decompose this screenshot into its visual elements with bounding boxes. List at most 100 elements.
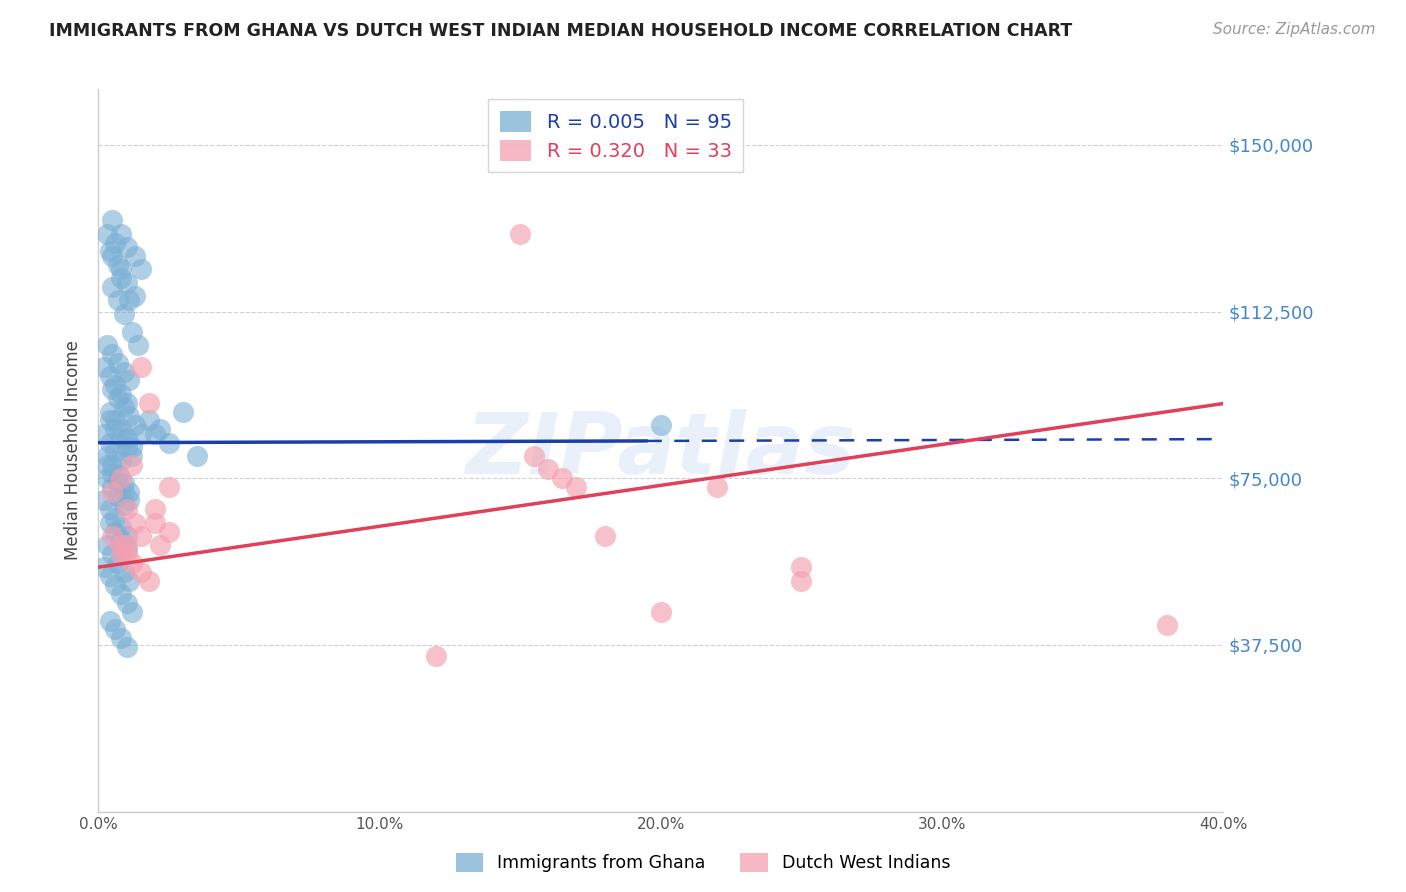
Point [107, 489, 129, 503]
Point [101, 547, 124, 561]
Point [107, 293, 129, 308]
Point [96, 471, 118, 485]
Point [93, 493, 115, 508]
Point [124, 289, 146, 303]
Point [104, 511, 127, 525]
Point [149, 422, 172, 436]
Point [121, 449, 143, 463]
Point [143, 502, 166, 516]
Text: IMMIGRANTS FROM GHANA VS DUTCH WEST INDIAN MEDIAN HOUSEHOLD INCOME CORRELATION C: IMMIGRANTS FROM GHANA VS DUTCH WEST INDI… [49, 22, 1073, 40]
Point [98, 516, 121, 530]
Point [112, 475, 135, 490]
Point [96, 227, 118, 241]
Point [104, 422, 127, 436]
Point [107, 556, 129, 570]
Point [112, 400, 135, 414]
Point [96, 449, 118, 463]
Point [124, 417, 146, 432]
Point [129, 262, 152, 277]
Point [115, 547, 138, 561]
Point [110, 520, 132, 534]
Point [110, 533, 132, 548]
Point [110, 271, 132, 285]
Point [115, 542, 138, 557]
Point [110, 453, 132, 467]
Point [110, 431, 132, 445]
Point [101, 382, 124, 396]
Point [115, 538, 138, 552]
Point [101, 458, 124, 472]
Point [101, 480, 124, 494]
Point [115, 276, 138, 290]
Text: Source: ZipAtlas.com: Source: ZipAtlas.com [1212, 22, 1375, 37]
Point [157, 435, 180, 450]
Point [104, 444, 127, 458]
Point [129, 360, 152, 375]
Point [425, 649, 447, 664]
Point [509, 227, 531, 241]
Point [107, 391, 129, 405]
Point [593, 529, 616, 543]
Text: ZIPatlas: ZIPatlas [465, 409, 856, 492]
Point [110, 471, 132, 485]
Point [650, 417, 672, 432]
Point [112, 365, 135, 379]
Point [121, 458, 143, 472]
Point [93, 426, 115, 441]
Point [565, 480, 588, 494]
Point [112, 484, 135, 499]
Legend: Immigrants from Ghana, Dutch West Indians: Immigrants from Ghana, Dutch West Indian… [449, 846, 957, 879]
Point [138, 395, 160, 409]
Point [115, 440, 138, 454]
Point [121, 605, 143, 619]
Point [98, 502, 121, 516]
Point [112, 565, 135, 579]
Point [138, 574, 160, 588]
Point [118, 574, 141, 588]
Point [186, 449, 208, 463]
Point [110, 547, 132, 561]
Point [143, 516, 166, 530]
Point [96, 538, 118, 552]
Point [706, 480, 728, 494]
Point [124, 249, 146, 263]
Point [118, 493, 141, 508]
Point [107, 475, 129, 490]
Point [110, 587, 132, 601]
Point [118, 373, 141, 387]
Point [110, 422, 132, 436]
Point [121, 556, 143, 570]
Point [104, 524, 127, 539]
Point [115, 596, 138, 610]
Point [101, 529, 124, 543]
Point [115, 640, 138, 655]
Point [110, 227, 132, 241]
Point [107, 467, 129, 481]
Point [98, 569, 121, 583]
Point [101, 213, 124, 227]
Point [115, 240, 138, 254]
Point [96, 458, 118, 472]
Point [93, 560, 115, 574]
Point [98, 369, 121, 384]
Point [149, 538, 172, 552]
Legend: R = 0.005   N = 95, R = 0.320   N = 33: R = 0.005 N = 95, R = 0.320 N = 33 [488, 99, 744, 172]
Point [110, 538, 132, 552]
Point [98, 244, 121, 259]
Point [112, 307, 135, 321]
Point [157, 480, 180, 494]
Point [650, 605, 672, 619]
Point [115, 502, 138, 516]
Point [537, 462, 560, 476]
Point [110, 386, 132, 401]
Point [127, 338, 149, 352]
Point [101, 280, 124, 294]
Point [110, 262, 132, 277]
Point [551, 471, 574, 485]
Point [104, 413, 127, 427]
Point [101, 249, 124, 263]
Point [124, 516, 146, 530]
Point [98, 404, 121, 418]
Point [129, 565, 152, 579]
Point [172, 404, 194, 418]
